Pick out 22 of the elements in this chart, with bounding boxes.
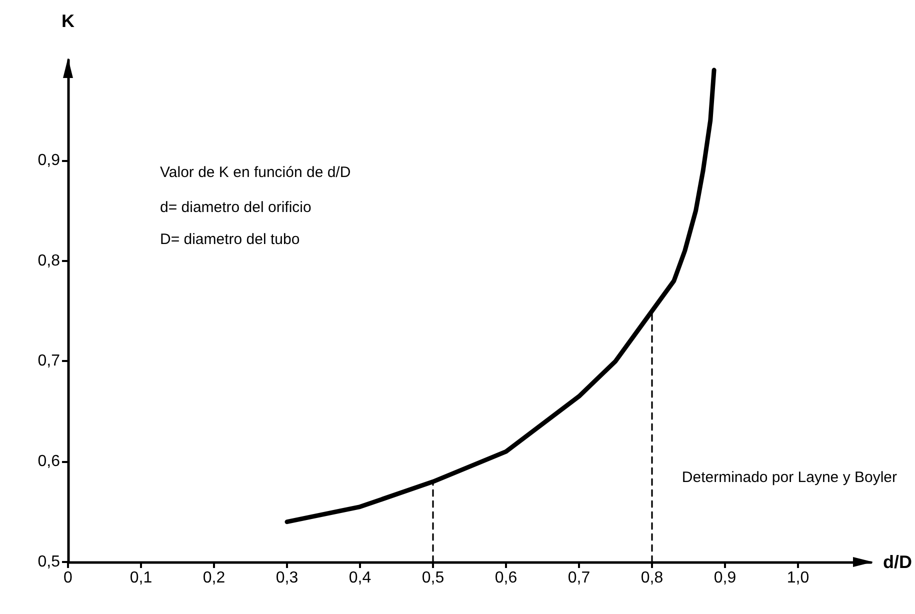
x-axis-title: d/D [883,552,912,572]
annotation: D= diametro del tubo [160,231,300,248]
x-tick-label: 1,0 [786,570,810,586]
x-tick-label: 0,7 [568,570,590,586]
annotation: Determinado por Layne y Boyler [682,469,898,486]
y-axis-title: K [62,11,74,31]
x-tick-label: 0,6 [494,570,518,586]
x-tick-label: 0,9 [714,570,736,586]
x-tick-label: 0,5 [422,570,444,586]
x-tick-label: 0,3 [276,570,298,586]
y-tick-label: 0,6 [38,453,60,470]
y-tick-label: 0,7 [38,352,60,370]
x-tick-label: 0,4 [348,570,372,586]
y-tick-label: 0,8 [38,252,60,270]
x-tick-label: 0,2 [202,570,226,586]
y-tick-label: 0,9 [38,152,60,169]
x-tick-label: 0 [64,570,73,586]
x-tick-label: 0,1 [130,570,152,586]
y-tick-label: 0,5 [38,554,60,570]
annotation: Valor de K en función de d/D [160,164,351,181]
annotation: d= diametro del orificio [160,199,312,216]
x-tick-label: 0,8 [640,570,664,586]
